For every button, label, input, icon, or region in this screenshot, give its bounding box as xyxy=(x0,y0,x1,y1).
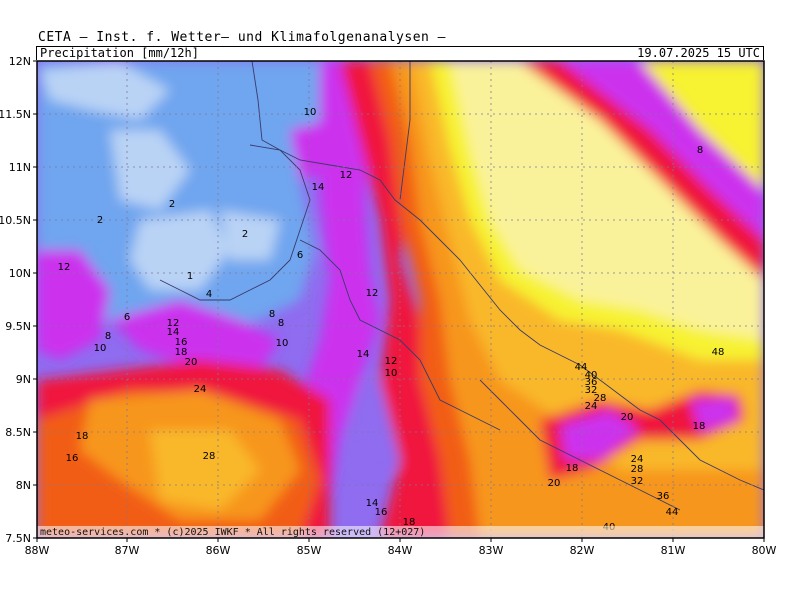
value-label: 4 xyxy=(206,289,212,300)
latitude-labels: 12N 11.5N 11N 10.5N 10N 9.5N 9N 8.5N 8N … xyxy=(0,55,31,545)
lat-label: 9.5N xyxy=(5,320,31,333)
lon-label: 81W xyxy=(661,544,686,557)
map-subtitle: Precipitation [mm/12h] xyxy=(40,46,199,60)
lon-label: 84W xyxy=(388,544,413,557)
value-label: 20 xyxy=(185,357,198,368)
value-label: 8 xyxy=(105,331,111,342)
lat-label: 10.5N xyxy=(0,214,31,227)
value-label: 18 xyxy=(693,421,706,432)
value-label: 10 xyxy=(94,343,107,354)
lat-label: 11.5N xyxy=(0,108,31,121)
value-label: 44 xyxy=(666,507,679,518)
value-label: 1 xyxy=(187,271,193,282)
value-label: 28 xyxy=(631,464,644,475)
lat-label: 7.5N xyxy=(5,532,31,545)
precipitation-field: 10 12 14 2 2 2 12 1 6 4 6 8 10 12 14 16 … xyxy=(37,61,764,538)
value-label: 8 xyxy=(278,318,284,329)
value-label: 36 xyxy=(657,491,670,502)
value-label: 28 xyxy=(203,451,216,462)
value-label: 40 xyxy=(585,370,598,381)
copyright-footer: meteo-services.com * (c)2025 IWKF * All … xyxy=(40,527,426,538)
lon-label: 83W xyxy=(479,544,504,557)
value-label: 16 xyxy=(175,337,188,348)
value-label: 14 xyxy=(167,327,180,338)
value-label: 32 xyxy=(585,385,598,396)
value-label: 12 xyxy=(366,288,379,299)
value-label: 14 xyxy=(357,349,370,360)
value-label: 12 xyxy=(340,170,353,181)
value-label: 2 xyxy=(97,215,103,226)
value-label: 18 xyxy=(403,517,416,528)
value-label: 18 xyxy=(566,463,579,474)
value-label: 14 xyxy=(312,182,325,193)
map-title: CETA — Inst. f. Wetter— und Klimafolgena… xyxy=(38,30,447,45)
lat-label: 8N xyxy=(16,479,31,492)
value-label: 10 xyxy=(304,107,317,118)
value-label: 20 xyxy=(621,412,634,423)
value-label: 2 xyxy=(169,199,175,210)
lon-label: 80W xyxy=(752,544,777,557)
value-label: 48 xyxy=(712,347,725,358)
value-label: 8 xyxy=(269,309,275,320)
value-label: 24 xyxy=(631,454,644,465)
value-label: 44 xyxy=(575,362,588,373)
lon-label: 86W xyxy=(206,544,231,557)
value-label: 6 xyxy=(297,250,303,261)
grid xyxy=(37,61,764,538)
value-label: 18 xyxy=(175,347,188,358)
value-label: 24 xyxy=(194,384,207,395)
valid-time: 19.07.2025 15 UTC xyxy=(637,46,760,60)
longitude-labels: 88W 87W 86W 85W 84W 83W 82W 81W 80W xyxy=(25,544,777,557)
value-label: 28 xyxy=(594,393,607,404)
value-label: 10 xyxy=(385,368,398,379)
value-label: 12 xyxy=(58,262,71,273)
value-label: 12 xyxy=(167,318,180,329)
value-label: 18 xyxy=(76,431,89,442)
subtitle-bar xyxy=(36,46,764,60)
value-label: 2 xyxy=(242,229,248,240)
lon-label: 85W xyxy=(297,544,322,557)
lon-label: 87W xyxy=(115,544,140,557)
value-label: 16 xyxy=(375,507,388,518)
value-label: 14 xyxy=(366,498,379,509)
value-label: 16 xyxy=(66,453,79,464)
lat-label: 12N xyxy=(9,55,31,68)
value-label: 20 xyxy=(548,478,561,489)
value-label: 8 xyxy=(697,145,703,156)
value-label: 24 xyxy=(585,401,598,412)
lat-label: 10N xyxy=(9,267,31,280)
lon-label: 88W xyxy=(25,544,50,557)
lat-label: 8.5N xyxy=(5,426,31,439)
value-label: 36 xyxy=(585,377,598,388)
lat-label: 9N xyxy=(16,373,31,386)
lon-label: 82W xyxy=(570,544,595,557)
value-label: 6 xyxy=(124,312,130,323)
value-label: 10 xyxy=(276,338,289,349)
value-label: 32 xyxy=(631,476,644,487)
value-label: 12 xyxy=(385,356,398,367)
lat-label: 11N xyxy=(9,161,31,174)
